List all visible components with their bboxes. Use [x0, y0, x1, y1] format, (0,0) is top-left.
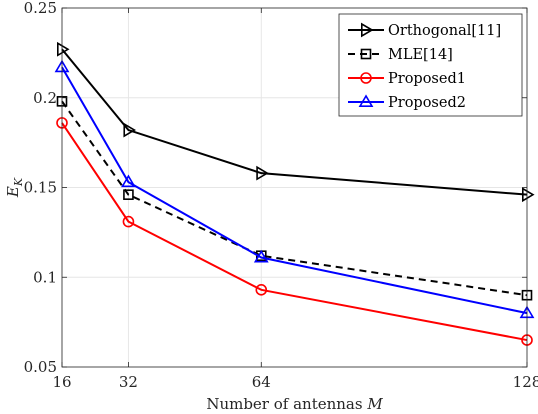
- series-layer: [54, 41, 535, 346]
- data-point: [253, 249, 269, 263]
- legend-label: Proposed2: [388, 95, 466, 111]
- y-tick-label: 0.2: [33, 89, 57, 107]
- legend-label: Orthogonal[11]: [388, 23, 501, 39]
- legend: Orthogonal[11] MLE[14] Proposed1 Proposed2: [338, 13, 523, 117]
- series-line: [61, 122, 528, 342]
- data-point: [56, 41, 70, 57]
- data-point: [123, 189, 134, 200]
- y-tick-label: 0.05: [24, 358, 57, 376]
- legend-marker: [360, 22, 374, 38]
- legend-marker: [358, 94, 374, 107]
- x-axis-label: Number of antennas M: [206, 395, 383, 413]
- x-tick-label: 32: [119, 373, 138, 391]
- axis-ticks: 16 32 64 128 0.05 0.1 0.15 0.2 0.25: [24, 0, 538, 391]
- data-point: [256, 165, 269, 181]
- series-orthogonal-11: [56, 41, 535, 203]
- x-tick-label: 64: [252, 373, 271, 391]
- y-axis-label: EK: [4, 177, 25, 198]
- data-point: [123, 122, 137, 138]
- legend-label: MLE[14]: [388, 47, 453, 63]
- series-line: [61, 48, 528, 196]
- data-point: [521, 187, 535, 203]
- x-tick-label: 128: [513, 373, 538, 391]
- legend-label: Proposed1: [388, 71, 466, 87]
- legend-marker: [360, 72, 372, 84]
- series-line: [61, 66, 528, 315]
- legend-marker: [360, 48, 372, 60]
- y-tick-label: 0.15: [24, 179, 57, 197]
- data-point: [255, 284, 268, 296]
- x-tick-label: 16: [52, 373, 71, 391]
- y-tick-label: 0.25: [24, 0, 57, 17]
- y-tick-label: 0.1: [33, 268, 57, 286]
- data-point: [121, 174, 136, 188]
- data-point: [122, 215, 135, 228]
